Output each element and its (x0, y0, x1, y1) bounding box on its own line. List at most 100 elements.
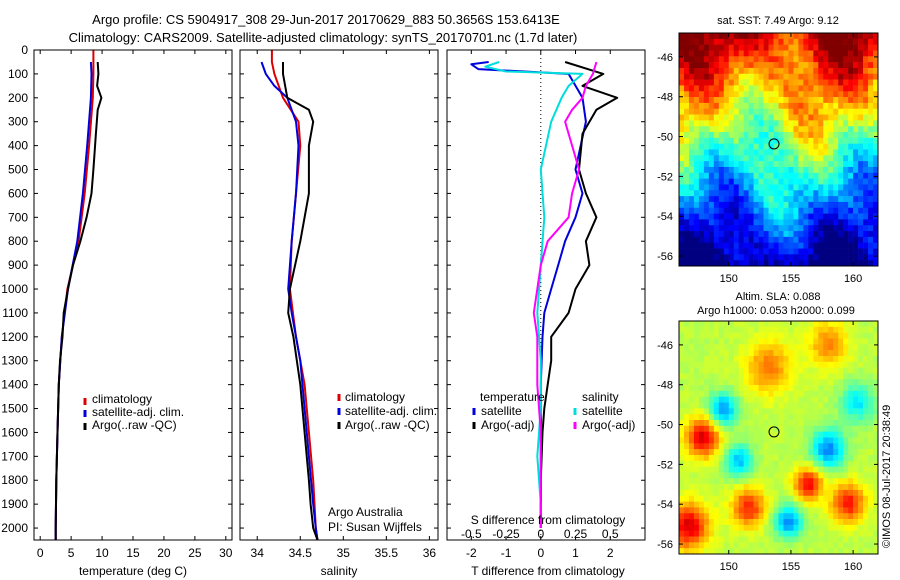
heatmap-cell (738, 390, 744, 398)
heatmap-cell (713, 196, 720, 203)
heatmap-cell (873, 350, 879, 357)
heatmap-cell (793, 67, 799, 75)
heatmap-cell (818, 536, 824, 543)
heatmap-cell (858, 79, 864, 86)
heatmap-cell (748, 132, 754, 139)
heatmap-cell (853, 97, 859, 104)
heatmap-cell (713, 501, 720, 508)
heatmap-cell (748, 332, 754, 339)
heatmap-cell (828, 373, 834, 380)
heatmap-cell (783, 207, 789, 214)
heatmap-cell (838, 196, 844, 203)
heatmap-cell (773, 260, 779, 267)
heatmap-cell (728, 408, 735, 415)
heatmap-cell (818, 242, 824, 249)
heatmap-cell (698, 166, 705, 174)
heatmap-cell (698, 338, 705, 345)
heatmap-cell (868, 454, 874, 462)
heatmap-cell (693, 484, 700, 491)
heatmap-cell (693, 472, 700, 479)
heatmap-cell (793, 38, 799, 45)
heatmap-cell (818, 155, 824, 162)
heatmap-cell (823, 501, 829, 508)
heatmap-cell (693, 178, 700, 185)
heatmap-cell (683, 530, 690, 537)
heatmap-cell (813, 137, 819, 144)
heatmap-cell (768, 484, 774, 491)
heatmap-cell (738, 495, 744, 502)
heatmap-cell (838, 38, 844, 45)
heatmap-cell (838, 332, 844, 339)
heatmap-cell (833, 355, 839, 363)
heatmap-cell (778, 231, 784, 238)
heatmap-cell (858, 420, 864, 427)
heatmap-cell (833, 478, 839, 485)
heatmap-cell (748, 207, 754, 214)
heatmap-cell (868, 402, 874, 409)
heatmap-cell (748, 254, 754, 261)
sla-map-title: Altim. SLA: 0.088 (736, 291, 821, 303)
heatmap-cell (823, 420, 829, 427)
heatmap-cell (858, 373, 864, 380)
heatmap-cell (818, 367, 824, 374)
heatmap-cell (748, 373, 754, 380)
heatmap-cell (783, 449, 789, 456)
heatmap-cell (808, 132, 814, 139)
heatmap-cell (743, 414, 749, 421)
heatmap-cell (773, 524, 779, 532)
heatmap-cell (718, 79, 725, 86)
heatmap-cell (753, 56, 759, 63)
heatmap-cell (868, 385, 874, 392)
heatmap-cell (793, 530, 799, 537)
heatmap-cell (848, 143, 854, 150)
heatmap-cell (728, 489, 735, 497)
lon-tick-label: 150 (720, 273, 738, 285)
heatmap-cell (808, 326, 814, 333)
heatmap-cell (723, 213, 730, 220)
heatmap-cell (763, 50, 769, 57)
heatmap-cell (803, 542, 809, 549)
heatmap-cell (828, 460, 834, 467)
heatmap-cell (853, 355, 859, 363)
heatmap-cell (773, 437, 779, 444)
heatmap-cell (688, 431, 695, 438)
heatmap-cell (703, 178, 710, 185)
heatmap-cell (728, 414, 735, 421)
heatmap-cell (723, 114, 730, 121)
heatmap-cell (703, 425, 710, 432)
heatmap-cell (808, 420, 814, 427)
heatmap-cell (698, 385, 705, 392)
heatmap-cell (679, 338, 685, 345)
heatmap-cell (723, 120, 730, 127)
heatmap-cell (818, 225, 824, 232)
heatmap-cell (828, 361, 834, 368)
heatmap-cell (713, 184, 720, 191)
heatmap-cell (703, 385, 710, 392)
heatmap-cell (683, 321, 690, 328)
heatmap-cell (873, 530, 879, 537)
heatmap-cell (718, 190, 725, 197)
heatmap-cell (733, 437, 739, 444)
heatmap-cell (843, 38, 849, 45)
heatmap-cell (828, 132, 834, 139)
heatmap-cell (848, 355, 854, 363)
heatmap-cell (843, 172, 849, 179)
heatmap-cell (763, 443, 769, 450)
heatmap-cell (798, 231, 804, 238)
heatmap-cell (803, 367, 809, 374)
heatmap-cell (808, 385, 814, 392)
heatmap-cell (753, 478, 759, 485)
heatmap-cell (683, 196, 690, 203)
heatmap-cell (828, 143, 834, 150)
heatmap-cell (848, 260, 854, 267)
heatmap-cell (698, 114, 705, 121)
heatmap-cell (698, 62, 705, 69)
heatmap-cell (688, 44, 695, 51)
heatmap-cell (813, 79, 819, 86)
figure-title: Argo profile: CS 5904917_308 29-Jun-2017… (92, 12, 560, 27)
heatmap-cell (748, 478, 754, 485)
heatmap-cell (758, 67, 764, 75)
heatmap-cell (698, 120, 705, 127)
heatmap-cell (843, 501, 849, 508)
heatmap-cell (743, 178, 749, 185)
